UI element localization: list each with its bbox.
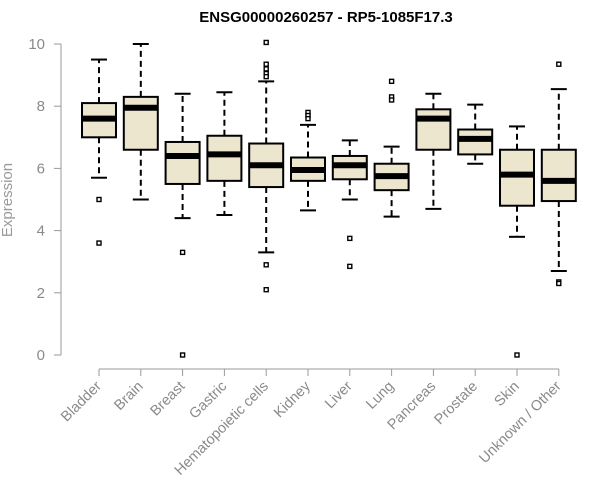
x-category-label: Kidney (271, 378, 314, 421)
outlier-point (263, 66, 269, 72)
outlier-point (514, 352, 520, 358)
x-category-label: Skin (492, 379, 523, 410)
box-skin (499, 125, 535, 358)
box-pancreas (415, 92, 452, 210)
box-liver (331, 139, 368, 270)
box-iqr (540, 148, 577, 203)
x-category-label: Brain (111, 379, 146, 414)
box-bladder (81, 58, 117, 246)
outlier-point (96, 240, 102, 246)
outlier-point (347, 235, 353, 242)
x-category-label: Lung (363, 379, 397, 413)
outlier-point (263, 286, 269, 293)
x-category-label: Bladder (58, 378, 105, 425)
y-tick-label: 0 (37, 347, 45, 364)
outlier-point (388, 97, 395, 103)
box-hematopoietic-cells (248, 39, 285, 293)
box-gastric (206, 91, 243, 217)
outlier-point (556, 61, 562, 67)
x-category-label: Prostate (432, 379, 481, 428)
outlier-point (556, 280, 562, 287)
box-iqr (415, 108, 452, 151)
y-axis: 0 2 4 6 8 10 (28, 36, 62, 364)
outlier-point (263, 39, 269, 46)
box-iqr (164, 140, 201, 185)
box-iqr (499, 148, 535, 207)
box-brain (122, 43, 159, 201)
outlier-point (179, 249, 186, 256)
y-tick-label: 10 (28, 36, 45, 53)
box-kidney (290, 109, 326, 212)
box-lung (373, 78, 410, 218)
chart-title: ENSG00000260257 - RP5-1085F17.3 (199, 9, 453, 26)
box-iqr (206, 134, 243, 182)
outlier-point (305, 115, 311, 122)
y-tick-label: 6 (37, 160, 45, 177)
box-prostate (457, 103, 494, 165)
box-iqr (457, 128, 494, 156)
outlier-point (388, 78, 395, 85)
outlier-point (263, 61, 269, 67)
y-tick-label: 4 (37, 223, 45, 240)
box-unknown-other (540, 61, 577, 287)
outlier-point (263, 262, 269, 268)
y-tick-label: 8 (37, 98, 45, 115)
outlier-point (179, 352, 186, 358)
plot-area (81, 39, 577, 358)
outlier-point (263, 73, 269, 80)
x-category-label: Breast (147, 379, 188, 420)
y-tick-label: 2 (37, 285, 45, 302)
box-breast (164, 92, 201, 358)
outlier-point (347, 263, 353, 270)
x-category-label: Liver (322, 378, 356, 412)
y-axis-label: Expression (0, 163, 16, 237)
outlier-point (96, 196, 102, 203)
